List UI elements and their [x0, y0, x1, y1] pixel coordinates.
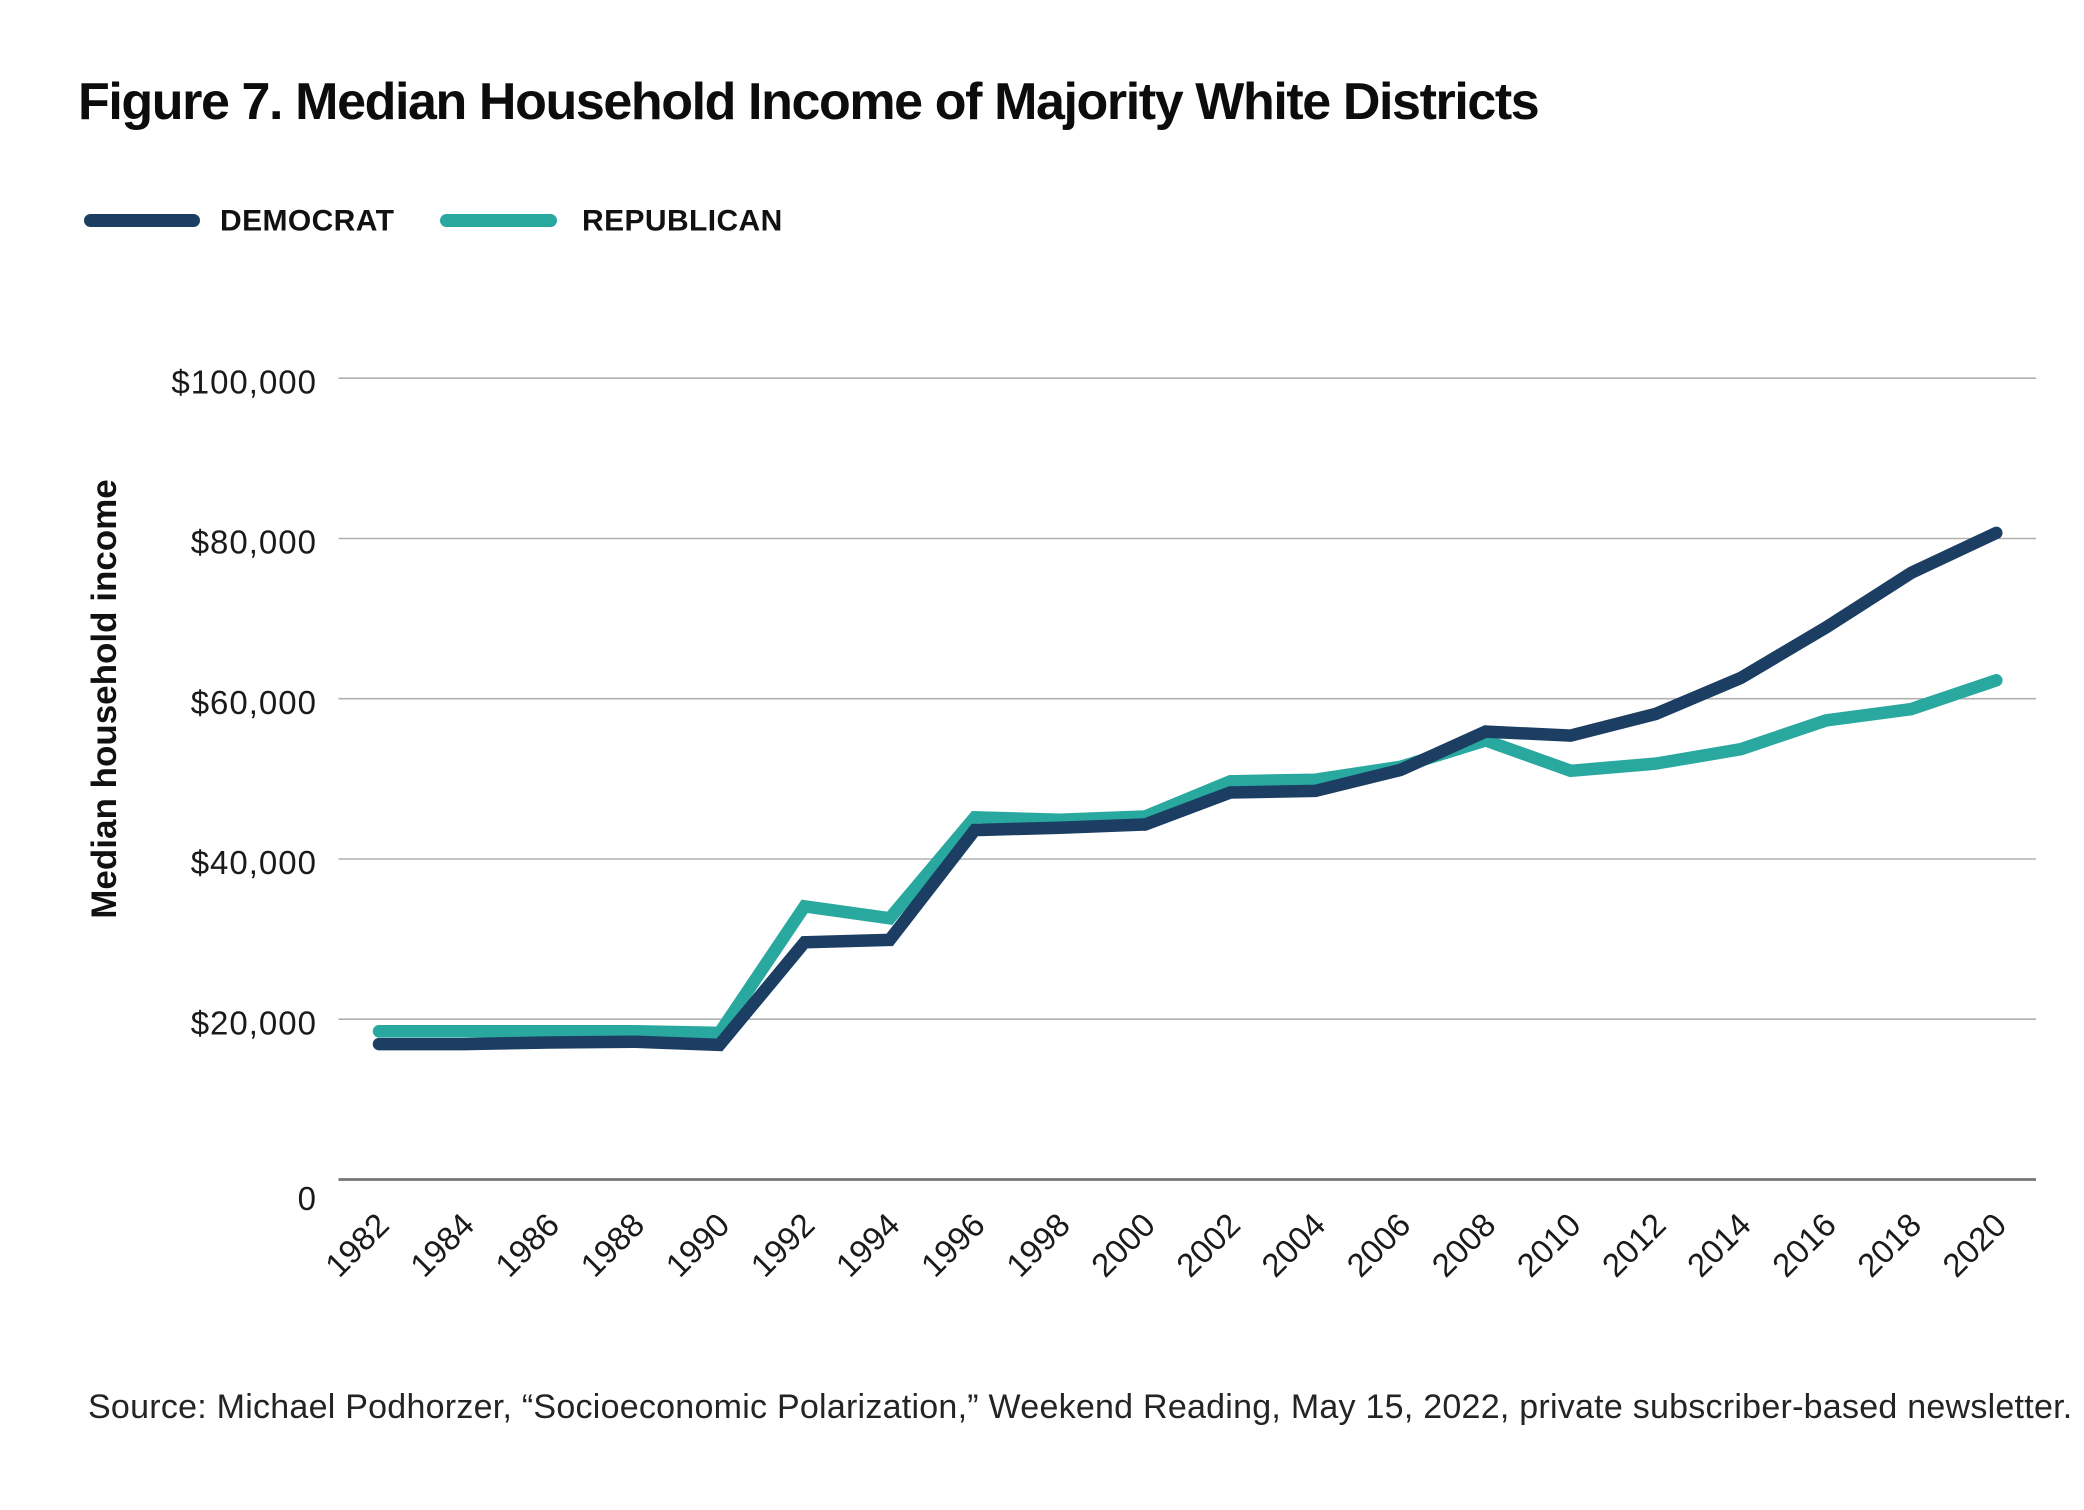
svg-text:Figure 7. Median Household Inc: Figure 7. Median Household Income of Maj…	[78, 73, 1538, 131]
svg-text:$60,000: $60,000	[191, 684, 317, 721]
svg-text:REPUBLICAN: REPUBLICAN	[582, 205, 783, 238]
svg-text:$20,000: $20,000	[191, 1004, 317, 1041]
svg-text:$40,000: $40,000	[191, 844, 317, 881]
svg-text:Median household income: Median household income	[85, 479, 124, 918]
svg-text:$100,000: $100,000	[171, 363, 317, 400]
svg-text:DEMOCRAT: DEMOCRAT	[220, 205, 394, 238]
svg-text:$80,000: $80,000	[191, 524, 317, 561]
svg-text:0: 0	[298, 1180, 317, 1217]
svg-text:Source: Michael Podhorzer, “So: Source: Michael Podhorzer, “Socioeconomi…	[88, 1388, 2073, 1426]
